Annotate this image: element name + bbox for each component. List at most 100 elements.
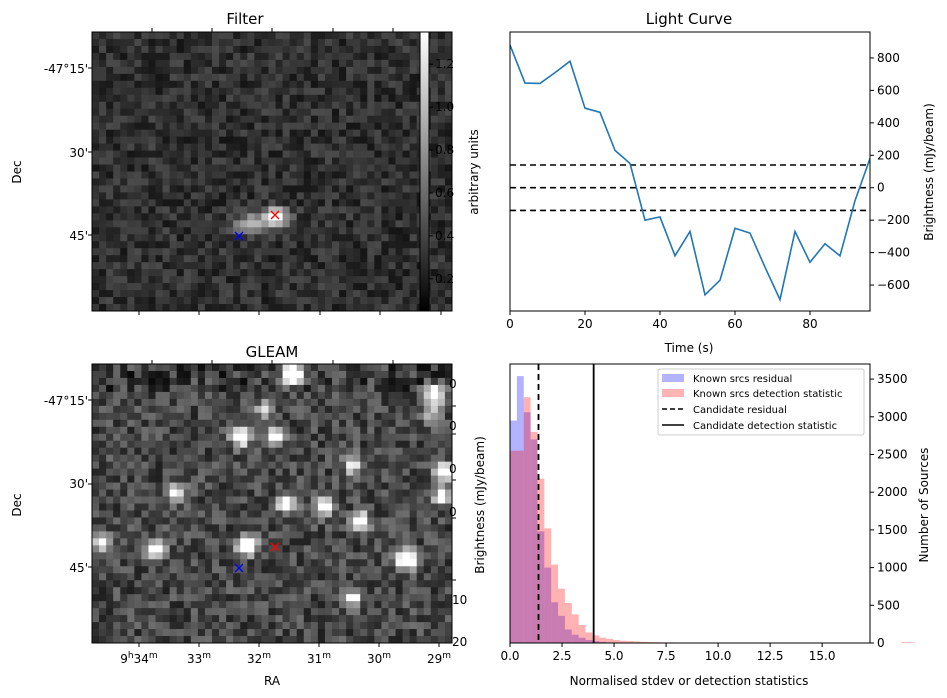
filter-pixel — [395, 150, 403, 158]
gleam-pixel — [296, 364, 305, 372]
gleam-pixel — [197, 364, 206, 372]
gleam-pixel — [402, 573, 411, 581]
gleam-pixel — [162, 454, 171, 463]
filter-pixel — [360, 255, 368, 263]
gleam-pixel — [444, 629, 453, 637]
gleam-pixel — [233, 629, 241, 637]
gleam-pixel — [113, 517, 121, 525]
filter-pixel — [134, 38, 142, 47]
filter-pixel — [120, 87, 128, 96]
filter-pixel — [339, 283, 347, 291]
filter-pixel — [233, 227, 241, 235]
gleam-pixel — [141, 405, 149, 414]
filter-pixel — [367, 73, 375, 82]
gleam-pixel — [388, 433, 396, 442]
gleam-pixel — [92, 426, 100, 435]
gleam-pixel — [204, 594, 213, 602]
filter-pixel — [317, 234, 326, 242]
gleam-pixel — [395, 447, 403, 456]
filter-pixel — [317, 164, 326, 172]
filter-pixel — [430, 248, 439, 256]
gleam-pixel — [339, 489, 347, 497]
gleam-pixel — [261, 559, 269, 567]
gleam-pixel — [289, 475, 298, 483]
filter-pixel — [169, 143, 178, 151]
filter-pixel — [360, 157, 368, 165]
gleam-pixel — [120, 622, 128, 630]
filter-pixel — [204, 262, 213, 270]
light-curve-xtick-label: 40 — [652, 317, 667, 331]
gleam-pixel — [99, 580, 107, 588]
gleam-pixel — [317, 538, 326, 546]
gleam-pixel — [423, 412, 432, 421]
filter-pixel — [402, 32, 411, 40]
filter-pixel — [162, 59, 171, 68]
gleam-pixel — [339, 538, 347, 546]
filter-pixel — [141, 199, 149, 207]
gleam-pixel — [99, 636, 107, 644]
gleam-pixel — [212, 580, 220, 588]
gleam-pixel — [120, 545, 128, 553]
gleam-pixel — [155, 482, 163, 490]
gleam-pixel — [289, 629, 298, 637]
gleam-pixel — [113, 608, 121, 616]
filter-pixel — [339, 38, 347, 47]
filter-pixel — [127, 213, 135, 221]
filter-pixel — [346, 101, 354, 110]
gleam-pixel — [303, 552, 312, 560]
gleam-pixel — [219, 364, 227, 372]
gleam-pixel — [99, 489, 107, 497]
filter-pixel — [261, 150, 269, 158]
filter-pixel — [310, 122, 319, 131]
gleam-pixel — [360, 405, 368, 414]
filter-pixel — [339, 136, 347, 145]
filter-pixel — [374, 276, 382, 284]
gleam-pixel — [339, 545, 347, 553]
filter-pixel — [113, 73, 121, 82]
filter-pixel — [346, 52, 354, 61]
filter-pixel — [106, 59, 114, 68]
gleam-pixel — [162, 601, 171, 609]
filter-pixel — [317, 304, 326, 312]
filter-pixel — [395, 143, 403, 151]
filter-pixel — [190, 52, 199, 61]
gleam-pixel — [169, 454, 178, 463]
filter-pixel — [275, 185, 283, 193]
gleam-pixel — [183, 594, 192, 602]
gleam-pixel — [353, 364, 361, 372]
gleam-pixel — [282, 440, 291, 449]
filter-pixel — [275, 157, 283, 165]
filter-pixel — [212, 108, 220, 117]
gleam-pixel — [162, 440, 171, 449]
gleam-pixel — [317, 622, 326, 630]
filter-pixel — [395, 269, 403, 277]
filter-pixel — [183, 262, 192, 270]
filter-pixel — [409, 241, 418, 249]
filter-title: Filter — [226, 10, 264, 28]
filter-pixel — [148, 213, 156, 221]
filter-pixel — [141, 283, 149, 291]
filter-pixel — [367, 87, 375, 96]
gleam-pixel — [303, 454, 312, 463]
gleam-pixel — [324, 531, 333, 539]
gleam-pixel — [374, 538, 382, 546]
gleam-pixel — [233, 405, 241, 414]
gleam-pixel — [423, 538, 432, 546]
gleam-pixel — [176, 398, 185, 407]
gleam-overlap-label: 0 — [449, 419, 457, 433]
light-curve-xtick-label: 20 — [577, 317, 592, 331]
gleam-pixel — [134, 384, 142, 393]
gleam-pixel — [395, 391, 403, 400]
filter-pixel — [219, 178, 227, 186]
gleam-pixel — [381, 370, 389, 379]
filter-pixel — [162, 178, 171, 186]
gleam-pixel — [106, 398, 114, 407]
gleam-pixel — [388, 370, 396, 379]
filter-pixel — [444, 276, 453, 284]
gleam-pixel — [219, 419, 227, 428]
filter-pixel — [106, 73, 114, 82]
filter-pixel — [190, 276, 199, 284]
gleam-pixel — [183, 615, 192, 623]
filter-pixel — [99, 143, 107, 151]
